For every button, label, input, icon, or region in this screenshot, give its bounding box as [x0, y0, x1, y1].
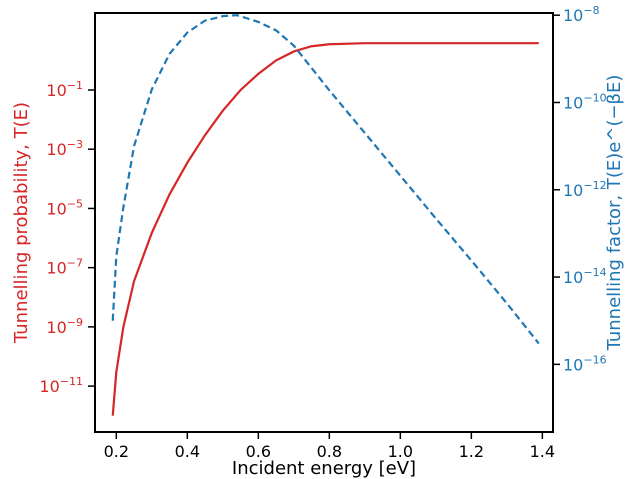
x-tick-label: 0.2	[104, 442, 129, 461]
left-y-tick-label: 10−9	[46, 316, 83, 337]
right-y-tick-label: 10−8	[563, 4, 600, 25]
x-tick-label: 0.8	[317, 442, 342, 461]
left-y-tick-label: 10−3	[46, 138, 83, 159]
right-y-tick-label: 10−10	[563, 91, 607, 112]
x-tick-label: 1.0	[388, 442, 413, 461]
plot-frame	[94, 12, 554, 433]
x-tick-label: 1.2	[459, 442, 484, 461]
left-y-tick-label: 10−7	[46, 257, 83, 278]
left-y-tick-label: 10−1	[46, 79, 83, 100]
x-tick-label: 0.6	[246, 442, 271, 461]
x-tick-label: 1.4	[530, 442, 555, 461]
left-y-tick-label: 10−5	[46, 197, 83, 218]
tunnelling-factor-line	[111, 14, 540, 345]
left-y-tick-label: 10−11	[39, 375, 83, 396]
series-layer	[111, 14, 540, 416]
right-y-axis-label: Tunnelling factor, T(E)e^(−βE)	[604, 75, 625, 352]
right-y-tick-label: 10−12	[563, 179, 607, 200]
right-y-tick-label: 10−14	[563, 266, 607, 287]
left-y-axis-label: Tunnelling probability, T(E)	[11, 102, 32, 344]
ticks-layer: 0.2 0.4 0.6 0.8 1.0 1.2 1.4 10−1 10−3 10−5 10−7 10−…	[39, 4, 606, 461]
right-y-tick-label: 10−16	[563, 353, 607, 374]
x-axis-label: Incident energy [eV]	[232, 458, 416, 479]
tunnelling-probability-line	[111, 42, 539, 416]
x-tick-label: 0.4	[175, 442, 200, 461]
